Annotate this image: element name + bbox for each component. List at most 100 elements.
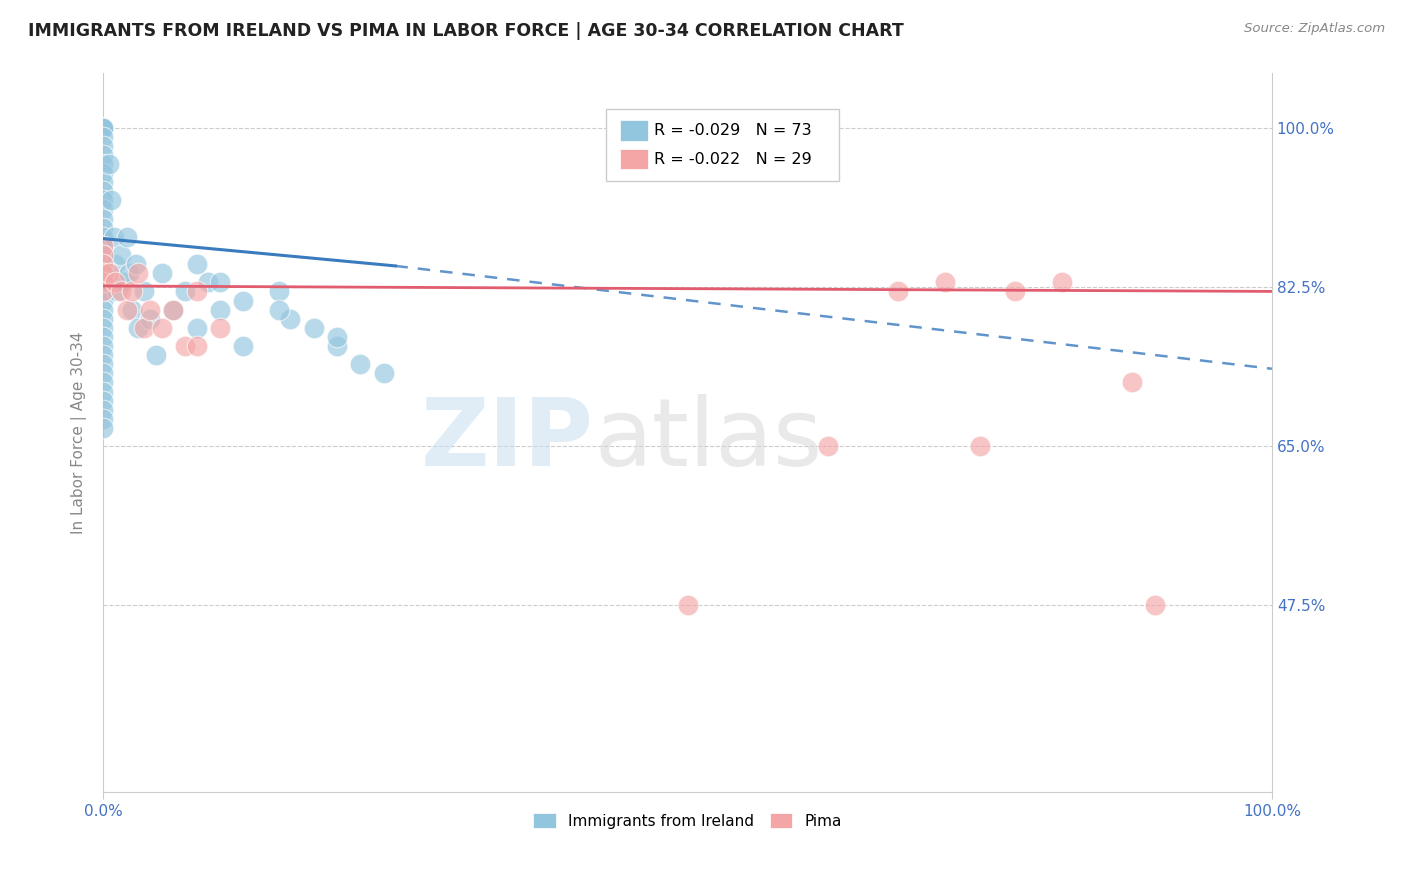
Point — [91, 166, 114, 180]
Point — [209, 302, 232, 317]
Point — [91, 285, 114, 299]
Point — [91, 266, 114, 280]
Point — [91, 229, 114, 244]
Point — [91, 120, 114, 135]
Point — [91, 248, 114, 262]
Point — [91, 384, 114, 399]
Point — [91, 211, 114, 226]
Point — [125, 257, 148, 271]
Text: Source: ZipAtlas.com: Source: ZipAtlas.com — [1244, 22, 1385, 36]
Point — [676, 599, 699, 613]
Point — [91, 220, 114, 235]
Point — [118, 266, 141, 280]
Point — [110, 248, 132, 262]
Point — [91, 421, 114, 435]
Point — [121, 302, 143, 317]
Point — [186, 339, 208, 353]
Point — [139, 311, 162, 326]
Point — [232, 293, 254, 308]
FancyBboxPatch shape — [620, 149, 648, 169]
Point — [127, 266, 149, 280]
Point — [1004, 285, 1026, 299]
Point — [98, 266, 121, 280]
Point — [186, 320, 208, 334]
Text: R = -0.029   N = 73: R = -0.029 N = 73 — [654, 123, 811, 138]
Point — [91, 357, 114, 371]
Point — [139, 302, 162, 317]
Point — [91, 412, 114, 426]
Point — [1050, 275, 1073, 289]
Point — [267, 302, 290, 317]
Point — [91, 293, 114, 308]
Point — [105, 285, 128, 299]
Point — [127, 320, 149, 334]
FancyBboxPatch shape — [606, 109, 839, 181]
Point — [91, 120, 114, 135]
Point — [186, 257, 208, 271]
Point — [817, 439, 839, 453]
Point — [91, 248, 114, 262]
Point — [209, 320, 232, 334]
Point — [103, 229, 125, 244]
FancyBboxPatch shape — [620, 120, 648, 141]
Point — [934, 275, 956, 289]
Point — [91, 157, 114, 171]
Point — [91, 257, 114, 271]
Point — [91, 120, 114, 135]
Point — [278, 311, 301, 326]
Point — [91, 257, 114, 271]
Point — [134, 285, 156, 299]
Point — [91, 285, 114, 299]
Point — [104, 257, 127, 271]
Point — [91, 348, 114, 362]
Point — [91, 120, 114, 135]
Point — [91, 330, 114, 344]
Point — [91, 120, 114, 135]
Text: ZIP: ZIP — [422, 393, 595, 485]
Point — [197, 275, 219, 289]
Point — [186, 285, 208, 299]
Text: IMMIGRANTS FROM IRELAND VS PIMA IN LABOR FORCE | AGE 30-34 CORRELATION CHART: IMMIGRANTS FROM IRELAND VS PIMA IN LABOR… — [28, 22, 904, 40]
Point — [232, 339, 254, 353]
Point — [91, 320, 114, 334]
Point — [91, 184, 114, 198]
Point — [969, 439, 991, 453]
Point — [91, 194, 114, 208]
Point — [91, 129, 114, 144]
Point — [91, 367, 114, 381]
Point — [91, 120, 114, 135]
Point — [150, 266, 173, 280]
Point — [121, 285, 143, 299]
Point — [91, 266, 114, 280]
Point — [150, 320, 173, 334]
Point — [91, 239, 114, 253]
Point — [162, 302, 184, 317]
Point — [91, 393, 114, 408]
Point — [91, 202, 114, 217]
Point — [174, 285, 197, 299]
Point — [100, 194, 122, 208]
Point — [209, 275, 232, 289]
Point — [326, 330, 349, 344]
Text: R = -0.022   N = 29: R = -0.022 N = 29 — [654, 152, 811, 167]
Point — [91, 239, 114, 253]
Point — [887, 285, 910, 299]
Point — [134, 320, 156, 334]
Point — [162, 302, 184, 317]
Point — [302, 320, 325, 334]
Point — [91, 311, 114, 326]
Point — [91, 376, 114, 390]
Y-axis label: In Labor Force | Age 30-34: In Labor Force | Age 30-34 — [72, 331, 87, 533]
Point — [91, 339, 114, 353]
Point — [349, 357, 371, 371]
Point — [174, 339, 197, 353]
Point — [91, 120, 114, 135]
Point — [91, 302, 114, 317]
Point — [98, 157, 121, 171]
Point — [91, 175, 114, 189]
Point — [110, 285, 132, 299]
Text: atlas: atlas — [595, 393, 823, 485]
Point — [373, 367, 395, 381]
Point — [91, 402, 114, 417]
Point — [115, 302, 138, 317]
